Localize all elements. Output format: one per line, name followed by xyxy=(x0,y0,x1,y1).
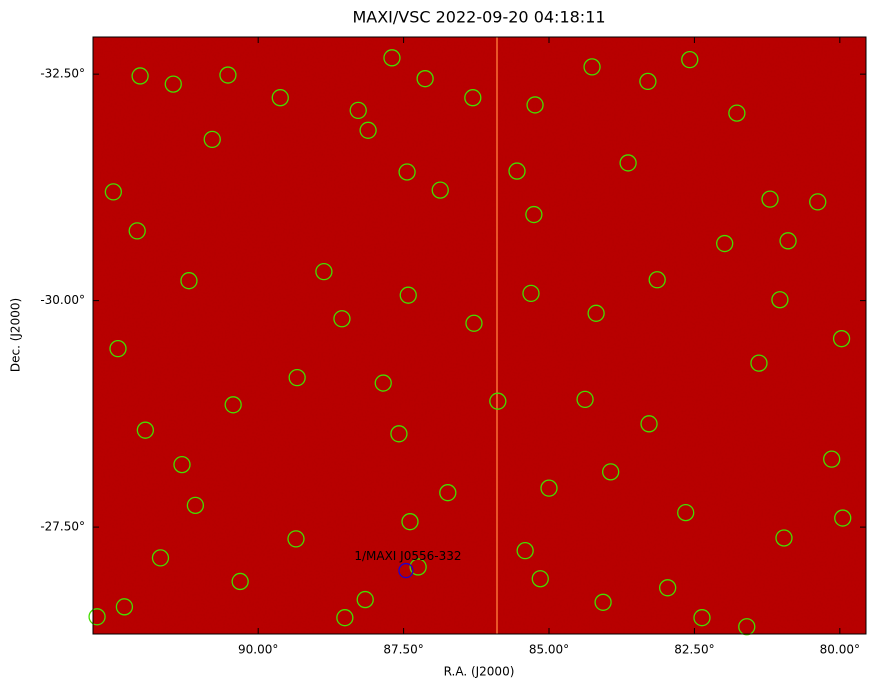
source-circle xyxy=(186,496,205,515)
source-circle xyxy=(677,503,695,522)
chart-title: MAXI/VSC 2022-09-20 04:18:11 xyxy=(352,8,605,27)
source-circle xyxy=(359,121,377,139)
source-circle xyxy=(315,262,333,281)
source-circle xyxy=(464,89,482,107)
source-circle xyxy=(531,570,549,588)
source-circle xyxy=(231,572,249,591)
source-circle xyxy=(540,479,558,497)
source-circle xyxy=(431,181,449,199)
target-circle xyxy=(398,562,414,579)
source-circle xyxy=(104,183,123,201)
source-circle xyxy=(648,271,666,289)
source-circle xyxy=(336,609,354,627)
source-circle xyxy=(399,286,417,304)
source-circle xyxy=(594,593,612,611)
x-tick-label: 87.50° xyxy=(383,643,423,657)
source-circle xyxy=(640,415,658,433)
source-circle xyxy=(832,330,851,348)
image-noise xyxy=(93,37,866,634)
x-tick-label: 80.00° xyxy=(820,643,860,657)
source-circle xyxy=(383,49,401,67)
x-tick-label: 82.50° xyxy=(674,643,714,657)
target-label: 1/MAXI J0556-332 xyxy=(354,549,461,563)
source-circle xyxy=(659,579,677,597)
source-circle xyxy=(809,193,827,211)
source-circle xyxy=(390,425,408,443)
source-circle xyxy=(779,232,797,250)
source-circle xyxy=(761,190,779,208)
source-circle xyxy=(288,368,306,387)
source-circle xyxy=(128,222,146,240)
source-circle xyxy=(619,154,637,172)
x-axis-label: R.A. (J2000) xyxy=(444,665,515,679)
source-circle xyxy=(173,455,191,474)
source-circle xyxy=(465,314,483,332)
source-circle xyxy=(587,304,605,322)
source-circle xyxy=(681,50,699,69)
source-circle xyxy=(526,96,544,114)
source-circle xyxy=(271,89,289,107)
y-tick-label: -27.50° xyxy=(40,520,85,534)
source-circle xyxy=(516,542,534,560)
source-circle xyxy=(88,608,106,626)
source-circle xyxy=(356,590,374,609)
y-tick-label: -30.00° xyxy=(40,293,85,307)
source-circle xyxy=(109,339,127,358)
source-circle xyxy=(576,390,594,409)
source-circle xyxy=(374,374,392,392)
source-circle xyxy=(136,421,154,439)
source-circle xyxy=(401,513,419,531)
y-tick-label: -32.50° xyxy=(40,67,85,81)
plot-frame xyxy=(92,36,867,635)
source-circle xyxy=(398,163,416,181)
source-circle xyxy=(151,549,170,567)
source-circle xyxy=(489,392,507,410)
y-axis-label: Dec. (J2000) xyxy=(9,298,23,372)
source-circle xyxy=(522,284,540,303)
source-circle xyxy=(203,130,221,149)
source-circle xyxy=(583,58,601,76)
x-tick-label: 85.00° xyxy=(529,643,569,657)
x-tick-label: 90.00° xyxy=(238,643,278,657)
source-circle xyxy=(728,104,746,122)
source-circle xyxy=(508,162,526,180)
source-circle xyxy=(439,484,457,502)
source-circle xyxy=(333,310,351,328)
source-circle xyxy=(738,618,756,636)
source-circle xyxy=(525,205,543,224)
source-circle xyxy=(349,101,367,120)
source-circle xyxy=(771,291,789,309)
source-circle xyxy=(131,67,149,85)
source-circle xyxy=(775,529,793,547)
source-circle xyxy=(834,509,852,527)
source-circle xyxy=(416,70,434,88)
source-circle xyxy=(693,609,711,627)
source-circle xyxy=(639,72,657,91)
source-circle xyxy=(219,66,237,84)
source-circle xyxy=(115,598,134,616)
source-circle xyxy=(224,396,242,414)
source-circle xyxy=(602,463,620,481)
source-circle xyxy=(823,450,841,468)
source-circle xyxy=(716,234,734,253)
source-circle xyxy=(750,354,768,372)
source-circle xyxy=(180,272,198,290)
source-circle xyxy=(164,75,182,93)
source-circle xyxy=(409,558,427,576)
source-circle xyxy=(287,530,305,548)
